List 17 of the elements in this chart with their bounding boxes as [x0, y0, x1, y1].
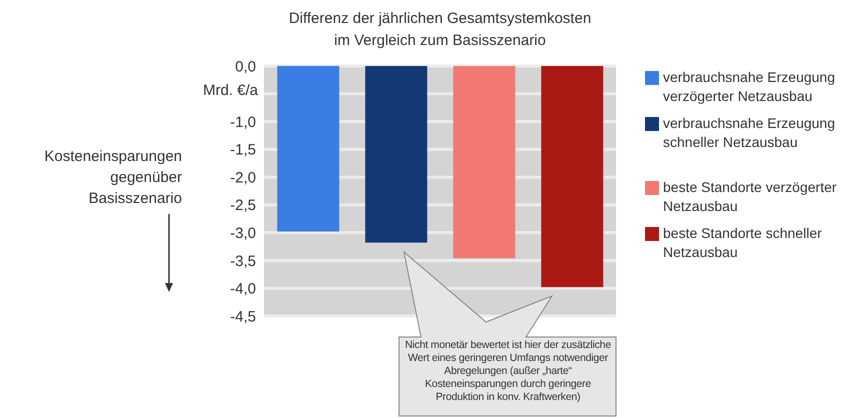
y-tick-label: -3,0 — [230, 224, 256, 242]
y-tick-label: 0,0 — [235, 58, 256, 76]
legend-label: verbrauchsnahe Erzeugung verzögerter Netzausbau — [663, 68, 836, 106]
y-tick-label: -2,0 — [230, 169, 256, 186]
y-tick-label: -1,5 — [230, 142, 256, 159]
legend-label: verbrauchsnahe Erzeugung schneller Netzausbau — [663, 114, 836, 152]
y-tick-label: -3,5 — [230, 252, 256, 270]
y-tick-label: -2,5 — [230, 197, 256, 214]
text: Nicht monetär bewertet ist hier der zusätzliche Wert eines geringeren Umfangs notwendiger Abregelungen (außer „harte“ Kosteneinsparungen durch geringere Produktion in konv. Kraftwerken) — [404, 339, 612, 404]
text: Kosteneinsparungen gegenüber Basisszenario — [43, 147, 183, 209]
chart-title: Differenz der jährlichen Gesamtsystemkosten im Vergleich zum Basisszenario — [288, 9, 592, 51]
legend-label: beste Standorte schneller Netzausbau — [663, 224, 823, 262]
legend-label: beste Standorte verzögerter Netzausbau — [663, 178, 838, 216]
y-tick-label: -4,0 — [230, 280, 256, 298]
y-axis-title: Mrd. €/a — [202, 82, 258, 99]
y-tick-label: -1,0 — [230, 114, 256, 131]
y-tick-label: -4,5 — [230, 308, 256, 326]
